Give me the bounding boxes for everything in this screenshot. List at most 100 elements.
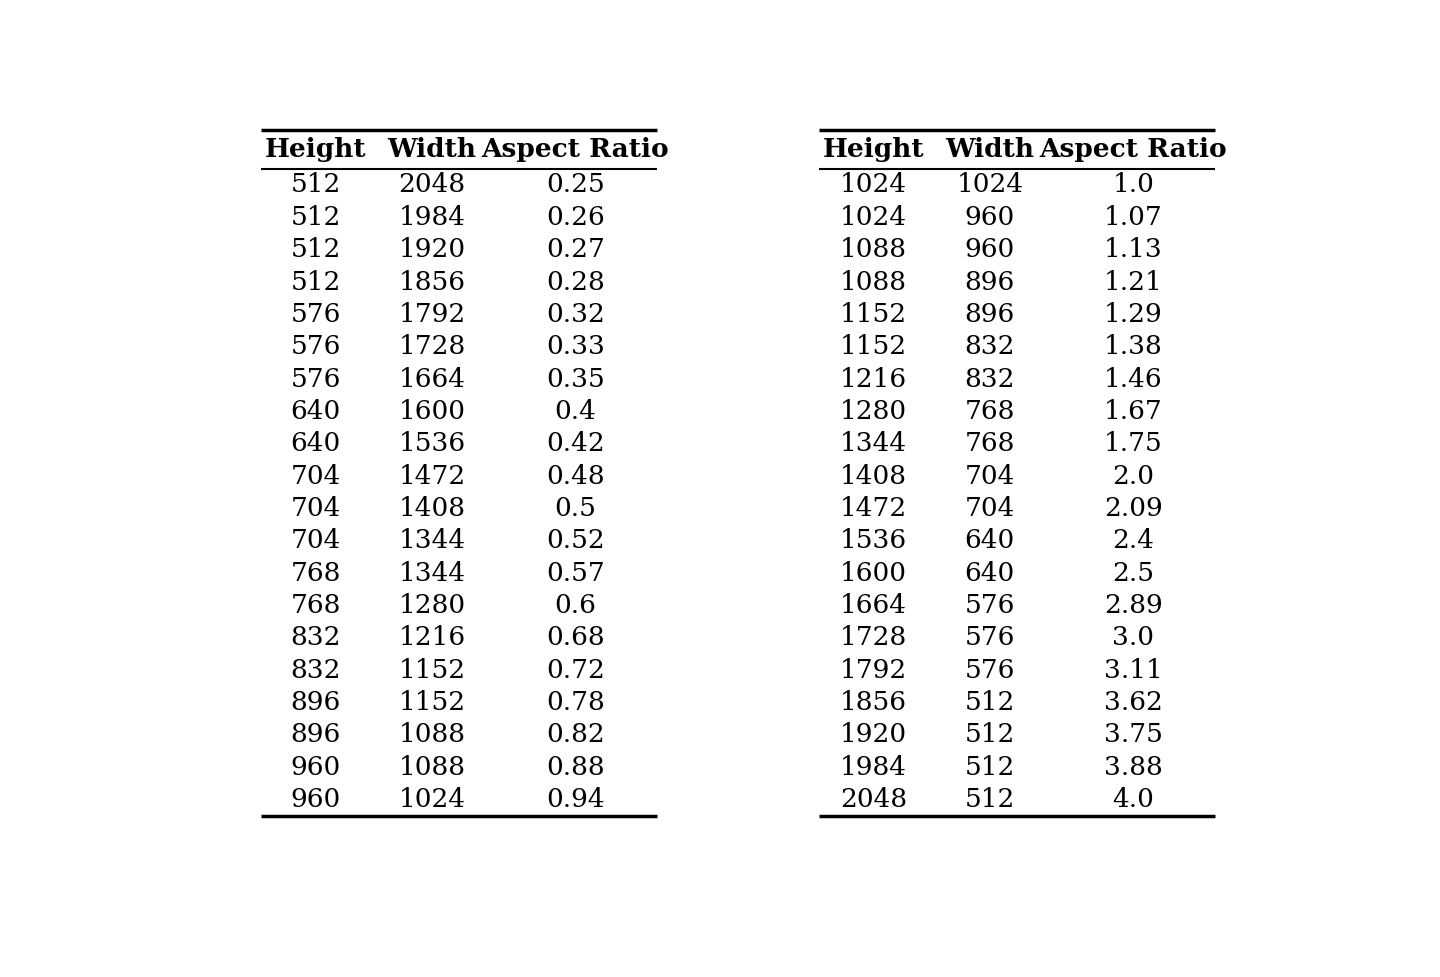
Text: 1408: 1408 — [399, 496, 465, 521]
Text: 0.82: 0.82 — [546, 722, 605, 747]
Text: 1344: 1344 — [840, 431, 907, 456]
Text: 896: 896 — [965, 302, 1015, 327]
Text: 1472: 1472 — [399, 463, 465, 488]
Text: 2.4: 2.4 — [1112, 529, 1155, 553]
Text: 1088: 1088 — [399, 754, 465, 780]
Text: 1.67: 1.67 — [1104, 399, 1162, 424]
Text: 1344: 1344 — [399, 561, 465, 585]
Text: 0.27: 0.27 — [546, 237, 605, 262]
Text: 3.62: 3.62 — [1104, 690, 1162, 715]
Text: 1728: 1728 — [399, 334, 465, 360]
Text: 2.09: 2.09 — [1104, 496, 1162, 521]
Text: 1984: 1984 — [840, 754, 907, 780]
Text: 0.68: 0.68 — [546, 625, 605, 651]
Text: 0.35: 0.35 — [546, 366, 605, 392]
Text: 576: 576 — [965, 593, 1015, 617]
Text: 512: 512 — [291, 173, 341, 197]
Text: 2.89: 2.89 — [1104, 593, 1162, 617]
Text: 1.38: 1.38 — [1104, 334, 1162, 360]
Text: 512: 512 — [291, 237, 341, 262]
Text: 512: 512 — [965, 754, 1015, 780]
Text: 1024: 1024 — [840, 205, 907, 230]
Text: 0.4: 0.4 — [554, 399, 596, 424]
Text: 576: 576 — [291, 334, 341, 360]
Text: 640: 640 — [291, 431, 341, 456]
Text: Height: Height — [265, 137, 366, 162]
Text: 896: 896 — [291, 722, 341, 747]
Text: 1088: 1088 — [840, 270, 907, 294]
Text: 640: 640 — [965, 529, 1015, 553]
Text: 1984: 1984 — [399, 205, 465, 230]
Text: 768: 768 — [965, 431, 1015, 456]
Text: 960: 960 — [965, 205, 1015, 230]
Text: 704: 704 — [291, 529, 341, 553]
Text: 960: 960 — [291, 786, 341, 812]
Text: 1792: 1792 — [399, 302, 465, 327]
Text: 640: 640 — [965, 561, 1015, 585]
Text: 2.0: 2.0 — [1112, 463, 1155, 488]
Text: 1.29: 1.29 — [1104, 302, 1162, 327]
Text: 1536: 1536 — [840, 529, 907, 553]
Text: 0.5: 0.5 — [554, 496, 596, 521]
Text: 896: 896 — [965, 270, 1015, 294]
Text: 1472: 1472 — [840, 496, 907, 521]
Text: 512: 512 — [965, 786, 1015, 812]
Text: 1600: 1600 — [840, 561, 907, 585]
Text: 1.21: 1.21 — [1104, 270, 1162, 294]
Text: 1856: 1856 — [399, 270, 465, 294]
Text: 704: 704 — [291, 463, 341, 488]
Text: 576: 576 — [291, 366, 341, 392]
Text: 3.0: 3.0 — [1112, 625, 1155, 651]
Text: 640: 640 — [291, 399, 341, 424]
Text: 832: 832 — [965, 334, 1015, 360]
Text: 1088: 1088 — [399, 722, 465, 747]
Text: 704: 704 — [291, 496, 341, 521]
Text: 1920: 1920 — [840, 722, 907, 747]
Text: 832: 832 — [965, 366, 1015, 392]
Text: 0.6: 0.6 — [554, 593, 596, 617]
Text: 768: 768 — [965, 399, 1015, 424]
Text: 0.25: 0.25 — [546, 173, 605, 197]
Text: 1856: 1856 — [840, 690, 907, 715]
Text: 512: 512 — [965, 690, 1015, 715]
Text: Height: Height — [822, 137, 924, 162]
Text: 1280: 1280 — [399, 593, 465, 617]
Text: 1024: 1024 — [399, 786, 465, 812]
Text: 832: 832 — [291, 625, 341, 651]
Text: 1152: 1152 — [840, 302, 907, 327]
Text: 0.52: 0.52 — [546, 529, 605, 553]
Text: 768: 768 — [291, 593, 341, 617]
Text: 0.28: 0.28 — [546, 270, 605, 294]
Text: 1408: 1408 — [840, 463, 907, 488]
Text: 1024: 1024 — [956, 173, 1024, 197]
Text: 1024: 1024 — [840, 173, 907, 197]
Text: 1920: 1920 — [399, 237, 465, 262]
Text: Aspect Ratio: Aspect Ratio — [481, 137, 670, 162]
Text: Width: Width — [946, 137, 1034, 162]
Text: 1536: 1536 — [399, 431, 465, 456]
Text: 0.57: 0.57 — [546, 561, 605, 585]
Text: 3.88: 3.88 — [1104, 754, 1162, 780]
Text: 512: 512 — [291, 205, 341, 230]
Text: 1216: 1216 — [840, 366, 907, 392]
Text: 960: 960 — [291, 754, 341, 780]
Text: 1600: 1600 — [399, 399, 465, 424]
Text: Aspect Ratio: Aspect Ratio — [1040, 137, 1227, 162]
Text: 1.13: 1.13 — [1104, 237, 1162, 262]
Text: 1152: 1152 — [399, 658, 465, 683]
Text: 0.72: 0.72 — [546, 658, 605, 683]
Text: 896: 896 — [291, 690, 341, 715]
Text: 832: 832 — [291, 658, 341, 683]
Text: 4.0: 4.0 — [1112, 786, 1155, 812]
Text: 0.88: 0.88 — [546, 754, 605, 780]
Text: 768: 768 — [291, 561, 341, 585]
Text: 1344: 1344 — [399, 529, 465, 553]
Text: 3.75: 3.75 — [1104, 722, 1162, 747]
Text: 576: 576 — [291, 302, 341, 327]
Text: 960: 960 — [965, 237, 1015, 262]
Text: 1.0: 1.0 — [1112, 173, 1155, 197]
Text: 0.94: 0.94 — [546, 786, 605, 812]
Text: 0.78: 0.78 — [546, 690, 605, 715]
Text: 1.75: 1.75 — [1104, 431, 1162, 456]
Text: 1728: 1728 — [840, 625, 907, 651]
